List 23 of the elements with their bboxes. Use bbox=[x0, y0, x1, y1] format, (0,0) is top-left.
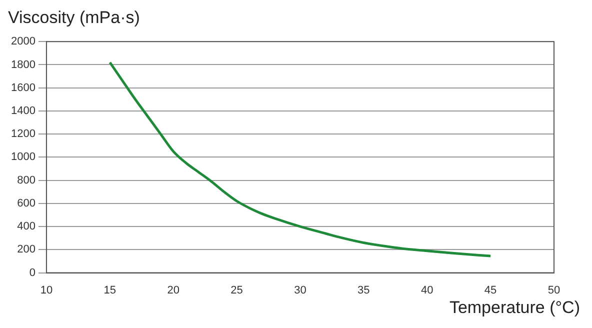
y-tick-label: 1000 bbox=[10, 151, 36, 164]
y-tick-label: 2000 bbox=[10, 36, 36, 48]
y-tick-label: 1400 bbox=[10, 104, 36, 117]
x-tick-label: 45 bbox=[484, 284, 497, 296]
y-axis-title: Viscosity (mPa·s) bbox=[8, 8, 140, 28]
y-tick-label: 800 bbox=[17, 174, 36, 186]
x-tick-label: 40 bbox=[420, 284, 434, 296]
line-series bbox=[108, 61, 492, 258]
x-tick-label: 20 bbox=[167, 284, 180, 296]
x-tick-label: 50 bbox=[548, 284, 560, 296]
x-axis-title: Temperature (°C) bbox=[449, 298, 580, 318]
y-tick-label: 400 bbox=[17, 220, 36, 233]
x-tick-label: 25 bbox=[230, 284, 243, 296]
x-tick-label: 35 bbox=[358, 284, 370, 296]
y-tick-label: 600 bbox=[17, 197, 36, 210]
y-tick-label: 1600 bbox=[10, 82, 36, 94]
y-tick-label: 200 bbox=[17, 244, 36, 256]
y-tick-label: 1800 bbox=[10, 58, 36, 71]
x-tick-label: 10 bbox=[40, 284, 53, 296]
y-tick-label: 0 bbox=[29, 266, 36, 279]
y-tick-label: 1200 bbox=[10, 128, 36, 140]
x-tick-label: 30 bbox=[294, 284, 306, 296]
x-tick-label: 15 bbox=[104, 284, 116, 296]
